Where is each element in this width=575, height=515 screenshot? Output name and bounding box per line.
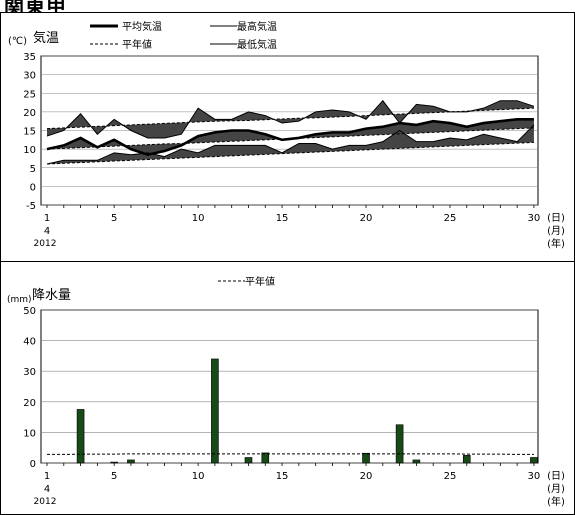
- legend-rain-normal-label: 平年値: [245, 275, 275, 288]
- legend-max-label: 最高気温: [237, 20, 277, 33]
- precipitation-ytick-label: 10: [23, 428, 36, 439]
- precipitation-ytick-label: 20: [23, 398, 36, 409]
- precipitation-bar: [244, 457, 253, 464]
- precipitation-bar: [530, 457, 538, 464]
- temperature-unit-label: (℃): [8, 36, 27, 47]
- legend-min-label: 最低気温: [237, 38, 277, 51]
- precipitation-bar: [462, 455, 471, 464]
- precipitation-ylabel: 降水量: [32, 288, 71, 303]
- max-temperature-line: [46, 99, 535, 139]
- precipitation-ytick-label: 30: [23, 367, 36, 378]
- precipitation-xtick-label: 5: [111, 471, 117, 482]
- temperature-xtick-label: 1: [44, 213, 50, 224]
- precipitation-bar: [362, 452, 370, 464]
- precipitation-ytick-label: 40: [23, 337, 36, 348]
- precipitation-xtick-label: 25: [444, 471, 457, 482]
- temperature-xtick-label: 30: [528, 213, 541, 224]
- legend-mean-label: 平均気温: [122, 20, 162, 33]
- temperature-year-label: 2012: [34, 239, 57, 249]
- precipitation-bar: [76, 409, 85, 464]
- temperature-month-label: 4: [44, 226, 50, 237]
- precipitation-xtick-label: 10: [192, 471, 205, 482]
- precipitation-xtick-label: 20: [360, 471, 373, 482]
- normal-mean-line: [46, 127, 534, 150]
- precipitation-xtick-label: 1: [44, 471, 50, 482]
- temperature-xtick-label: 25: [444, 213, 457, 224]
- precipitation-xtick-label: 30: [528, 471, 541, 482]
- temperature-ytick-label: 25: [23, 89, 36, 100]
- temperature-ylabel: 気温: [33, 30, 59, 46]
- legend-normal-label: 平年値: [122, 38, 152, 51]
- precipitation-panel: [0, 262, 575, 515]
- temperature-ytick-label: 15: [23, 127, 36, 138]
- precipitation-bar: [261, 452, 270, 464]
- precipitation-plot-frame: [40, 309, 539, 464]
- normal-min-line: [46, 141, 534, 165]
- temperature-ytick-label: -5: [26, 201, 36, 212]
- min-temperature-line: [46, 124, 535, 165]
- page-title: 関東甲: [4, 0, 67, 14]
- precipitation-bar: [395, 424, 404, 464]
- temperature-xtick-label: 20: [360, 213, 373, 224]
- precipitation-bar: [127, 459, 135, 464]
- precipitation-xunit-year: (年): [547, 495, 565, 508]
- temperature-ytick-label: 20: [23, 108, 36, 119]
- mean-anomaly-band: [47, 119, 534, 155]
- temperature-xtick-label: 5: [111, 213, 117, 224]
- precipitation-bar: [211, 358, 219, 464]
- temperature-xunit-year: (年): [547, 237, 565, 250]
- temperature-ytick-label: 30: [23, 71, 36, 82]
- temperature-ytick-label: 10: [23, 145, 36, 156]
- precipitation-xunit-day: (日): [547, 471, 565, 482]
- precipitation-bar: [412, 459, 421, 464]
- mean-temperature-line: [46, 118, 534, 157]
- precipitation-ytick-label: 50: [23, 306, 36, 317]
- temperature-ytick-label: 35: [23, 52, 36, 63]
- precipitation-xtick-label: 15: [276, 471, 289, 482]
- max-anomaly-band: [47, 100, 534, 138]
- precipitation-month-label: 4: [44, 484, 50, 495]
- temperature-xtick-label: 10: [192, 213, 205, 224]
- temperature-xtick-label: 15: [276, 213, 289, 224]
- precipitation-normal-line: [47, 453, 534, 455]
- precipitation-bar: [110, 461, 118, 464]
- precipitation-ytick-label: 0: [30, 459, 36, 470]
- temperature-ytick-label: 5: [30, 164, 36, 175]
- min-anomaly-band: [47, 124, 534, 165]
- precipitation-xunit-month: (月): [547, 483, 565, 495]
- temperature-xunit-month: (月): [547, 225, 565, 237]
- temperature-ytick-label: 0: [30, 182, 36, 193]
- precipitation-unit-label: (mm): [7, 295, 32, 305]
- temperature-xunit-day: (日): [547, 213, 565, 224]
- precipitation-year-label: 2012: [34, 497, 57, 507]
